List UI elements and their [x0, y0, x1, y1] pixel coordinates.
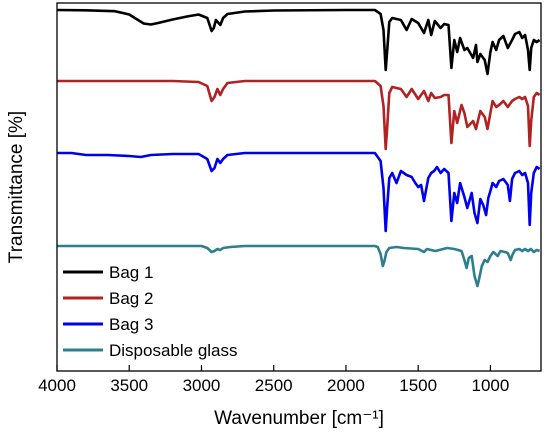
legend-label: Bag 3: [109, 315, 153, 334]
y-axis-label: Transmittance [%]: [6, 111, 27, 263]
legend-label: Bag 2: [109, 289, 153, 308]
x-axis-ticks: 4000 3500 3000 2500 2000 1500 1000: [38, 365, 509, 395]
x-tick-label: 1500: [399, 376, 437, 395]
x-tick-label: 4000: [38, 376, 76, 395]
series-line-disposable-glass: [57, 244, 541, 288]
series-line-bag-2: [57, 79, 541, 151]
x-tick-label: 3500: [110, 376, 148, 395]
series-layer: [56, 8, 541, 288]
legend-label: Bag 1: [109, 263, 153, 282]
x-tick-label: 1000: [472, 376, 510, 395]
series-line-bag-3: [57, 151, 541, 233]
x-tick-label: 3000: [183, 376, 221, 395]
x-axis-label: Wavenumber [cm⁻¹]: [214, 408, 384, 429]
x-tick-label: 2500: [255, 376, 293, 395]
legend: Bag 1 Bag 2 Bag 3 Disposable glass: [63, 263, 238, 360]
legend-label: Disposable glass: [109, 341, 238, 360]
series-line-bag-1: [56, 8, 541, 76]
x-tick-label: 2000: [327, 376, 365, 395]
plot-frame: [56, 2, 542, 372]
